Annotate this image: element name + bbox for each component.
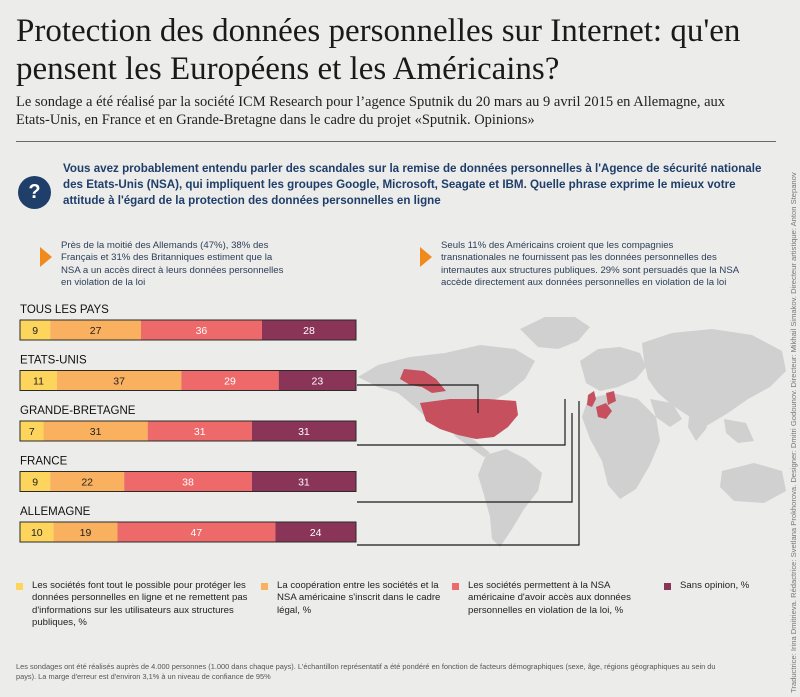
page-subtitle: Le sondage a été réalisé par la société … bbox=[16, 94, 726, 128]
page-title: Protection des données personnelles sur … bbox=[16, 13, 741, 87]
bar-outline-france bbox=[19, 471, 357, 492]
map-southeast-asia bbox=[724, 419, 754, 443]
note-usa: Seuls 11% des Américains croient que les… bbox=[441, 240, 739, 289]
legend-swatch bbox=[16, 583, 23, 590]
category-label-allemagne: ALLEMAGNE bbox=[20, 506, 91, 518]
bar-segment-allemagne-1 bbox=[20, 522, 54, 542]
note-europe: Près de la moitié des Allemands (47%), 3… bbox=[61, 240, 284, 289]
data-label-etats-unis-4: 23 bbox=[312, 376, 324, 388]
legend-item-protection: Les sociétés font tout le possible pour … bbox=[16, 580, 248, 630]
world-map bbox=[358, 317, 786, 547]
connector-grande-bretagne bbox=[357, 399, 566, 446]
bar-segment-grande-bretagne-1 bbox=[20, 421, 44, 441]
data-label-tous-les-pays-4: 28 bbox=[303, 325, 315, 337]
bar-segment-france-1 bbox=[20, 471, 51, 492]
map-africa bbox=[582, 393, 660, 499]
data-label-grande-bretagne-3: 31 bbox=[194, 426, 206, 438]
map-uk bbox=[587, 391, 596, 407]
legend-swatch bbox=[452, 583, 459, 590]
bar-segment-etats-unis-3 bbox=[181, 370, 279, 391]
bar-segment-france-2 bbox=[50, 471, 125, 492]
data-label-allemagne-3: 47 bbox=[191, 527, 203, 539]
bar-segment-tous-les-pays-1 bbox=[20, 320, 51, 340]
survey-question: Vous avez probablement entendu parler de… bbox=[63, 162, 762, 207]
data-label-tous-les-pays-2: 27 bbox=[90, 325, 102, 337]
bar-outline-etats-unis bbox=[19, 370, 357, 391]
bar-segment-allemagne-3 bbox=[117, 522, 276, 542]
bar-segment-france-3 bbox=[124, 471, 252, 492]
bar-segment-grande-bretagne-4 bbox=[251, 421, 356, 441]
legend-item-no-opinion: Sans opinion, % bbox=[664, 580, 774, 592]
map-usa bbox=[420, 399, 518, 439]
category-label-grande-bretagne: GRANDE-BRETAGNE bbox=[20, 405, 136, 417]
legend-label: Les sociétés font tout le possible pour … bbox=[32, 580, 248, 629]
data-label-france-4: 31 bbox=[298, 477, 310, 489]
map-asia bbox=[642, 329, 786, 425]
bar-segment-etats-unis-1 bbox=[20, 370, 57, 391]
map-north-america bbox=[358, 345, 535, 427]
data-label-allemagne-4: 24 bbox=[310, 527, 322, 539]
bar-segment-grande-bretagne-3 bbox=[147, 421, 252, 441]
bar-segment-france-4 bbox=[251, 471, 356, 492]
connector-allemagne bbox=[357, 401, 580, 546]
question-icon: ? bbox=[18, 176, 51, 209]
data-label-etats-unis-2: 37 bbox=[113, 376, 125, 388]
data-label-france-1: 9 bbox=[32, 477, 38, 489]
map-arabia bbox=[650, 399, 682, 427]
map-germany bbox=[606, 391, 616, 405]
bar-segment-etats-unis-4 bbox=[278, 370, 356, 391]
data-label-etats-unis-1: 11 bbox=[33, 376, 44, 388]
chart-legend: Les sociétés font tout le possible pour … bbox=[16, 580, 756, 630]
data-label-etats-unis-3: 29 bbox=[224, 376, 236, 388]
bar-segment-tous-les-pays-3 bbox=[140, 320, 262, 340]
category-label-etats-unis: ETATS-UNIS bbox=[20, 355, 87, 367]
legend-item-illegal-access: Les sociétés permettent à la NSA américa… bbox=[452, 580, 652, 617]
bar-segment-grande-bretagne-2 bbox=[43, 421, 148, 441]
divider bbox=[16, 141, 776, 142]
legend-label: Les sociétés permettent à la NSA américa… bbox=[468, 580, 631, 616]
map-greenland bbox=[520, 317, 590, 349]
data-label-tous-les-pays-1: 9 bbox=[32, 325, 38, 337]
legend-label: La coopération entre les sociétés et la … bbox=[277, 580, 441, 616]
note-arrow-icon bbox=[40, 247, 52, 267]
connector-france bbox=[357, 413, 573, 503]
data-label-france-2: 22 bbox=[81, 477, 93, 489]
data-label-grande-bretagne-4: 31 bbox=[298, 426, 310, 438]
credits: Traductrice: Irina Dmitrieva. Rédactrice… bbox=[789, 172, 798, 693]
map-france bbox=[596, 403, 612, 419]
bar-segment-allemagne-2 bbox=[53, 522, 118, 542]
category-label-france: FRANCE bbox=[20, 456, 68, 468]
bar-segment-etats-unis-2 bbox=[56, 370, 182, 391]
category-label-tous-les-pays: TOUS LES PAYS bbox=[20, 304, 109, 316]
stacked-bar-chart: TOUS LES PAYS 9 27 36 28 ETATS-UNIS 11 37 29 23 GR… bbox=[19, 304, 786, 547]
data-label-tous-les-pays-3: 36 bbox=[196, 325, 208, 337]
bar-segment-tous-les-pays-4 bbox=[261, 320, 356, 340]
data-label-france-3: 38 bbox=[182, 477, 194, 489]
bar-segment-allemagne-4 bbox=[275, 522, 356, 542]
data-label-grande-bretagne-1: 7 bbox=[29, 426, 35, 438]
data-label-allemagne-2: 19 bbox=[80, 527, 92, 539]
legend-swatch bbox=[664, 583, 671, 590]
data-label-grande-bretagne-2: 31 bbox=[90, 426, 102, 438]
map-europe bbox=[580, 347, 646, 391]
legend-item-legal-cooperation: La coopération entre les sociétés et la … bbox=[261, 580, 447, 617]
map-alaska bbox=[400, 369, 446, 393]
methodology-note: Les sondages ont été réalisés auprès de … bbox=[16, 662, 716, 681]
connector-etats-unis bbox=[357, 384, 479, 413]
note-arrow-icon bbox=[420, 247, 432, 267]
bar-outline-allemagne bbox=[19, 521, 357, 543]
legend-swatch bbox=[261, 583, 268, 590]
bar-outline-tous-les-pays bbox=[19, 319, 357, 341]
bar-segment-tous-les-pays-2 bbox=[50, 320, 141, 340]
bar-outline-grande-bretagne bbox=[19, 420, 357, 442]
legend-label: Sans opinion, % bbox=[680, 580, 750, 591]
map-south-america bbox=[478, 449, 542, 547]
map-india bbox=[688, 407, 712, 441]
data-label-allemagne-1: 10 bbox=[31, 527, 43, 539]
map-australia bbox=[720, 463, 786, 503]
